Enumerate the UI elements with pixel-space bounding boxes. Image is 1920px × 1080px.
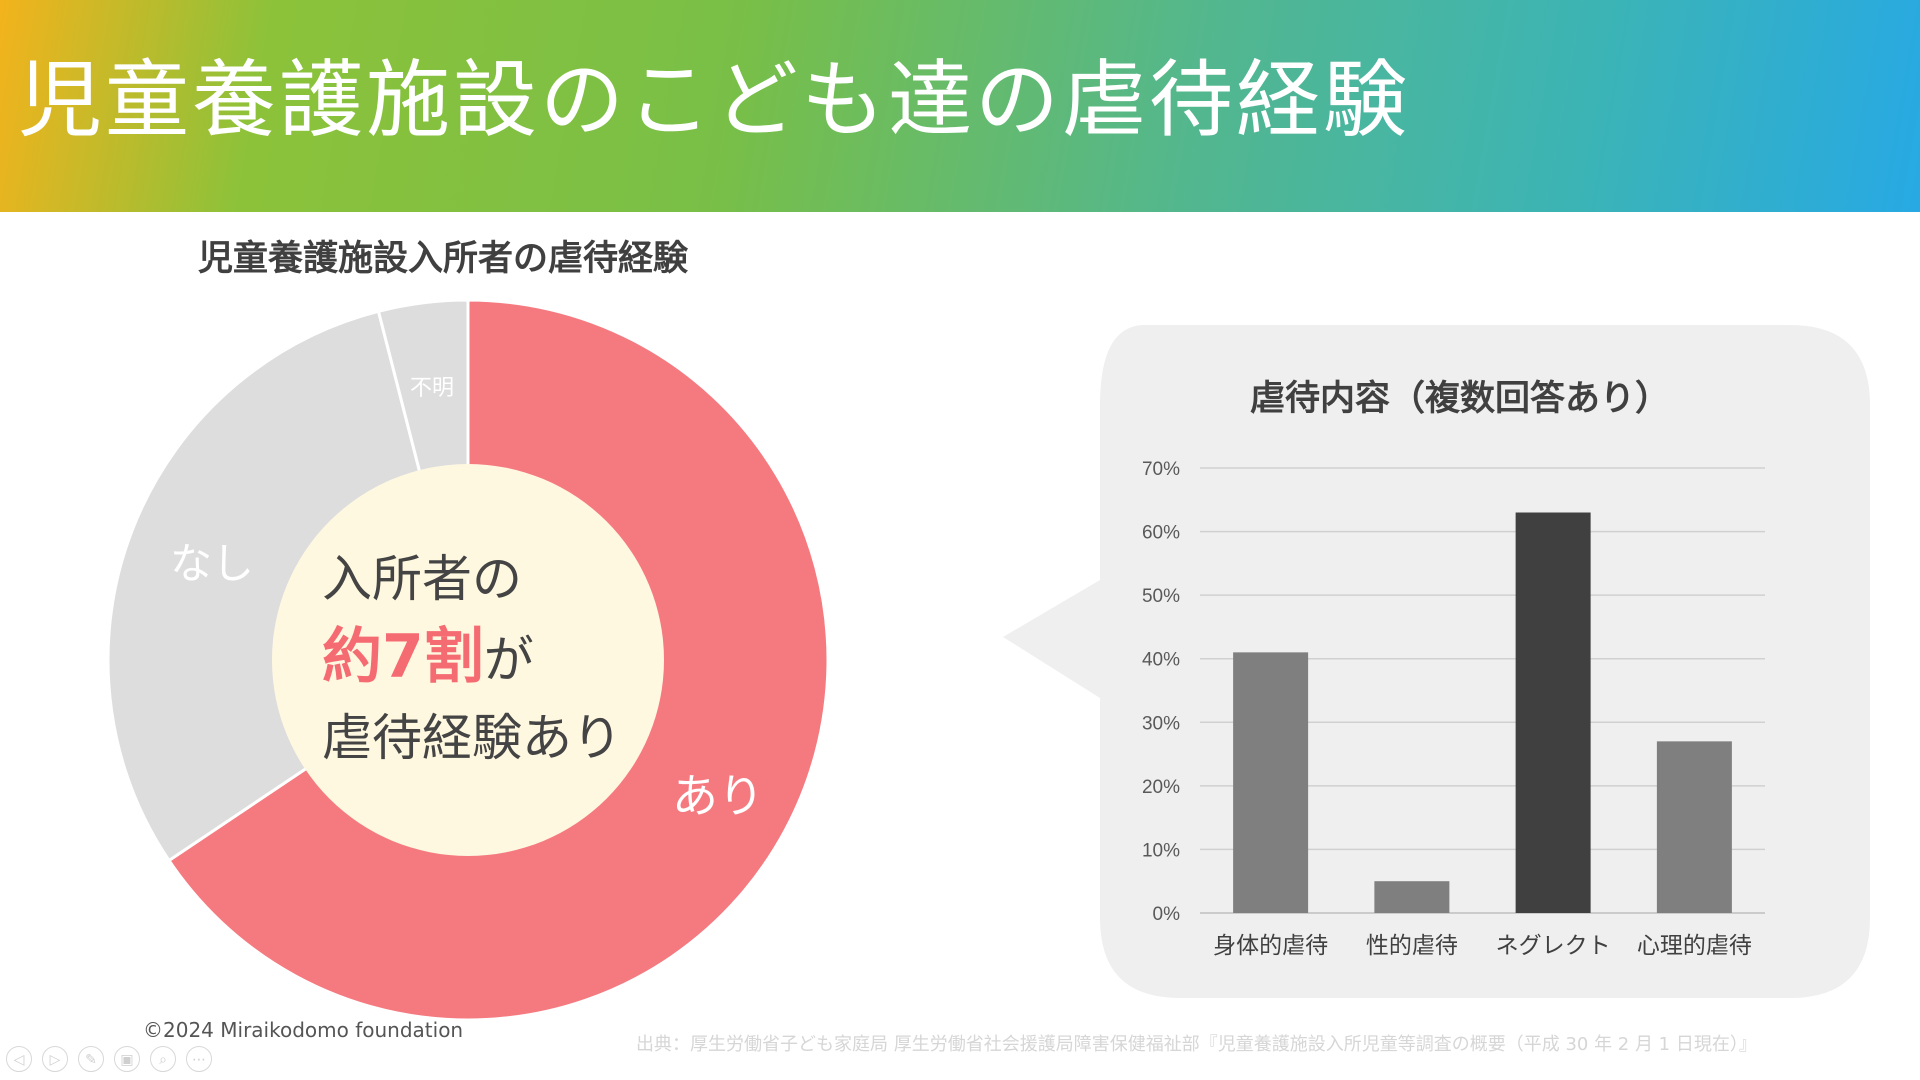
center-line-1: 入所者の [322, 550, 522, 608]
bar-0 [1233, 652, 1309, 913]
y-tick-label: 10% [1142, 840, 1180, 861]
donut-label-fumei: 不明 [410, 376, 455, 401]
slides-icon[interactable]: ▣ [114, 1046, 140, 1072]
bar-chart-title: 虐待内容（複数回答あり） [1250, 379, 1671, 419]
y-tick-label: 50% [1142, 586, 1180, 607]
donut-label-ari: あり [672, 769, 764, 823]
title-band [0, 0, 1920, 212]
x-tick-label: ネグレクト [1496, 933, 1611, 959]
copyright-text: ©2024 Miraikodomo foundation [143, 1018, 464, 1042]
center-line-2: 約7割が [322, 618, 682, 699]
next-icon[interactable]: ▷ [42, 1046, 68, 1072]
page-title: 児童養護施設のこども達の虐待経験 [18, 51, 1411, 149]
more-icon[interactable]: ⋯ [186, 1046, 212, 1072]
x-tick-label: 心理的虐待 [1637, 933, 1752, 959]
donut-center-text: 入所者の 約7割が 虐待経験あり [322, 540, 682, 777]
y-tick-label: 60% [1142, 523, 1180, 544]
bar-1 [1374, 881, 1450, 913]
bar-2 [1515, 512, 1591, 913]
y-tick-label: 40% [1142, 650, 1180, 671]
zoom-icon[interactable]: ⌕ [150, 1046, 176, 1072]
donut-label-nashi: なし [170, 539, 255, 588]
x-tick-label: 身体的虐待 [1213, 933, 1328, 959]
donut-chart-title: 児童養護施設入所者の虐待経験 [198, 239, 689, 279]
x-tick-label: 性的虐待 [1366, 933, 1458, 959]
y-tick-label: 70% [1142, 459, 1180, 480]
source-citation: 出典：厚生労働省子ども家庭局 厚生労働省社会援護局障害保健福祉部『児童養護施設入… [636, 1034, 1757, 1055]
bar-3 [1656, 741, 1732, 913]
center-line-3: 虐待経験あり [322, 709, 622, 767]
y-tick-label: 0% [1153, 904, 1181, 925]
center-suffix: が [483, 631, 534, 689]
donut-center-circle [272, 464, 664, 856]
slide-nav-toolbar: ◁ ▷ ✎ ▣ ⌕ ⋯ [6, 1046, 212, 1072]
y-tick-label: 20% [1142, 777, 1180, 798]
y-tick-label: 30% [1142, 713, 1180, 734]
prev-icon[interactable]: ◁ [6, 1046, 32, 1072]
pen-icon[interactable]: ✎ [78, 1046, 104, 1072]
center-highlight: 約7割 [322, 622, 484, 692]
